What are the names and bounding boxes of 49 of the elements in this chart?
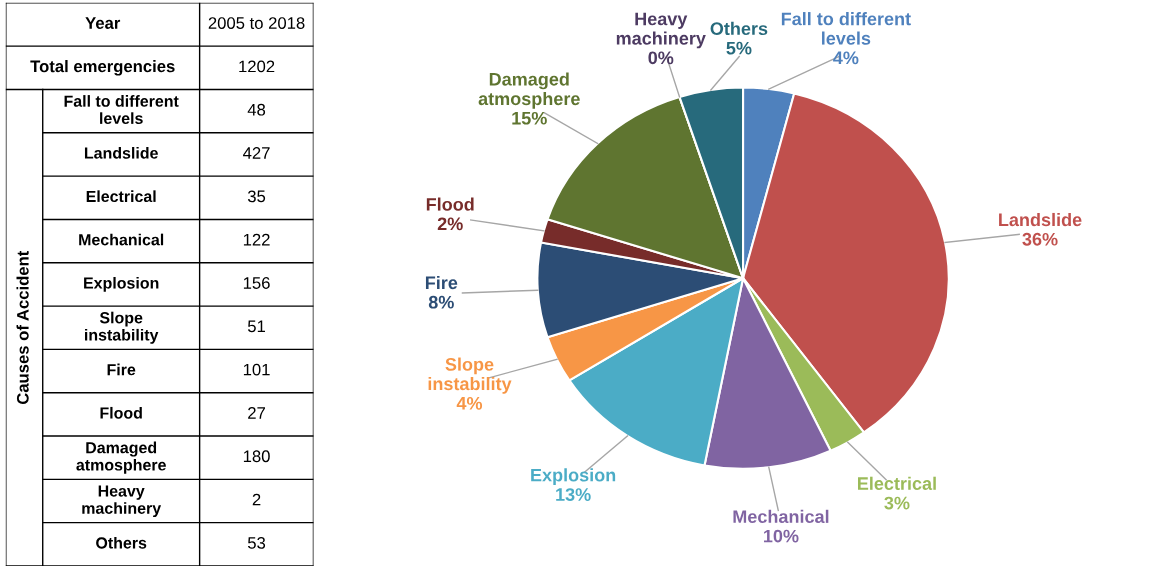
data-label: 15% (512, 111, 547, 125)
data-label: 48 (247, 103, 266, 116)
data-label: 156 (243, 277, 270, 289)
slice-label: Flood (426, 197, 474, 211)
data-label: 180 (243, 450, 270, 463)
text: 1202 (239, 60, 275, 73)
category-label: Slope instability (85, 311, 159, 344)
slice-label: Slope instability (428, 357, 512, 394)
category-label: Electrical (86, 190, 156, 203)
slice-label: Damaged atmosphere (478, 72, 580, 109)
category-label: Mechanical (79, 233, 164, 246)
category-label: Flood (100, 406, 142, 419)
category-label: Damaged atmosphere (76, 441, 166, 474)
slice-label: Landslide (999, 212, 1082, 227)
text: Total emergencies (30, 60, 175, 76)
data-label: 122 (243, 233, 270, 246)
data-label: 8% (428, 295, 454, 309)
data-label: 10% (764, 529, 799, 543)
category-label: Explosion (84, 276, 159, 292)
data-label: 35 (247, 190, 266, 203)
category-label: Landslide (84, 147, 158, 159)
slice-label: Electrical (858, 476, 936, 490)
category-label: Others (96, 536, 147, 549)
slice-label: Explosion (531, 468, 616, 486)
data-label: 27 (248, 407, 265, 419)
category-label: Fire (107, 363, 136, 376)
data-label: 427 (243, 147, 270, 159)
data-label: 3% (884, 496, 910, 510)
slice-label: Others (710, 21, 768, 36)
data-label: 2 (252, 493, 261, 506)
text: 2005 to 2018 (208, 17, 305, 29)
data-label: 101 (243, 363, 270, 376)
text: 0% (648, 51, 674, 65)
data-label: 5% (726, 41, 752, 55)
slice-label: Fire (425, 275, 458, 290)
data-label: 4% (456, 396, 483, 410)
slice-label: Fall to different levels (781, 12, 911, 45)
slice-label: Mechanical (733, 509, 829, 524)
data-label: 36% (1022, 232, 1058, 246)
data-label: 4% (833, 51, 859, 65)
category-label: Fall to different levels (64, 95, 179, 125)
data-label: 53 (247, 537, 266, 549)
text: Year (85, 17, 121, 29)
data-label: 2% (437, 217, 463, 231)
category-label: Heavy machinery (616, 12, 706, 49)
data-label: 51 (247, 320, 266, 333)
text: Causes of Accident (16, 250, 29, 405)
category-label: Heavy machinery (82, 485, 162, 518)
data-label: 13% (556, 488, 591, 501)
